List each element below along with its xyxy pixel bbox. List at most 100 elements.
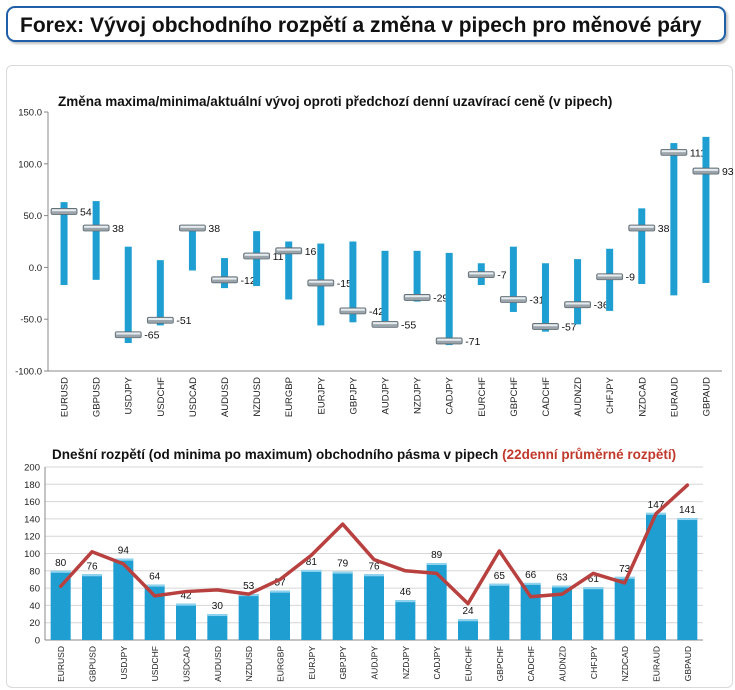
chart1-x-tick-label: GBPAUD bbox=[701, 377, 712, 417]
current-value-label: 93 bbox=[722, 166, 734, 178]
range-bar-top bbox=[395, 600, 416, 603]
chart2-x-tick-label: EURUSD bbox=[56, 646, 66, 682]
range-bar bbox=[270, 590, 290, 640]
chart1-x-tick-label: NZDUSD bbox=[252, 377, 263, 417]
range-bar bbox=[113, 558, 134, 640]
chart1-x-tick-label: GBPUSD bbox=[92, 377, 103, 417]
chart2-x-tick-label: NZDJPY bbox=[401, 646, 411, 679]
current-marker-highlight bbox=[469, 272, 494, 275]
chart2-x-tick-label: NZDUSD bbox=[244, 646, 254, 681]
chart2-title-highlight: (22denní průměrné rozpětí) bbox=[502, 447, 676, 462]
chart2-x-tick-label: EURJPY bbox=[307, 646, 317, 680]
current-value-label: 54 bbox=[80, 206, 92, 218]
range-bar-top bbox=[144, 584, 165, 587]
current-marker-highlight bbox=[661, 150, 686, 153]
current-value-label: -7 bbox=[497, 270, 506, 282]
range-bar-top bbox=[301, 569, 322, 572]
range-bar bbox=[381, 250, 389, 328]
chart2-x-tick-label: AUDUSD bbox=[213, 646, 223, 682]
range-bar bbox=[221, 258, 229, 289]
page-title: Forex: Vývoj obchodního rozpětí a změna … bbox=[20, 14, 702, 37]
current-marker-highlight bbox=[629, 225, 654, 228]
chart1-x-tick-label: CADCHF bbox=[541, 377, 552, 417]
bar-value-label: 64 bbox=[149, 572, 161, 583]
current-marker-highlight bbox=[340, 308, 365, 311]
current-value-label: 111 bbox=[690, 147, 706, 159]
bar-value-label: 42 bbox=[180, 591, 192, 602]
range-bar bbox=[176, 603, 196, 640]
range-bar bbox=[670, 143, 678, 296]
bar-value-label: 147 bbox=[648, 500, 665, 511]
bar-value-label: 53 bbox=[243, 581, 255, 592]
current-value-label: -9 bbox=[626, 272, 635, 284]
range-bar-top bbox=[113, 558, 134, 561]
current-marker-highlight bbox=[276, 248, 301, 251]
chart2-y-tick-label: 40 bbox=[29, 601, 40, 612]
chart2-x-tick-label: USDJPY bbox=[119, 646, 129, 680]
range-bar bbox=[583, 587, 604, 640]
current-marker-highlight bbox=[180, 225, 205, 228]
bar-value-label: 57 bbox=[274, 578, 286, 589]
chart2-y-tick-label: 200 bbox=[24, 463, 40, 474]
current-value-label: -71 bbox=[465, 336, 480, 348]
chart1-y-tick-label: -100.0 bbox=[15, 367, 42, 378]
current-value-label: -55 bbox=[401, 319, 416, 331]
range-bar bbox=[144, 584, 165, 640]
range-bar bbox=[82, 574, 102, 640]
range-bar bbox=[238, 594, 259, 640]
range-bar bbox=[445, 252, 453, 346]
bar-value-label: 80 bbox=[55, 558, 67, 569]
current-marker-highlight bbox=[308, 280, 333, 283]
range-bar-top bbox=[552, 585, 572, 588]
chart1-y-tick-label: 100.0 bbox=[18, 159, 42, 170]
current-marker-highlight bbox=[148, 318, 173, 321]
range-bar-top bbox=[364, 574, 384, 577]
range-bar bbox=[489, 583, 510, 640]
range-bar-top bbox=[520, 582, 541, 585]
current-value-label: -65 bbox=[144, 330, 159, 342]
chart2-x-tick-label: GBPCHF bbox=[495, 646, 505, 681]
chart2-x-tick-label: CHFJPY bbox=[589, 646, 599, 679]
chart1-x-tick-label: AUDUSD bbox=[220, 377, 231, 417]
range-bar-top bbox=[207, 614, 228, 617]
range-bar-top bbox=[270, 590, 290, 593]
chart2-title-main: Dnešní rozpětí (od minima po maximum) ob… bbox=[52, 447, 498, 462]
chart1-y-tick-label: 50.0 bbox=[24, 211, 43, 222]
chart1-x-tick-label: CADJPY bbox=[445, 376, 456, 414]
current-value-label: -36 bbox=[594, 300, 609, 312]
current-value-label: -31 bbox=[529, 295, 544, 307]
chart1-y-tick-label: -50.0 bbox=[20, 315, 42, 326]
bar-value-label: 61 bbox=[588, 574, 600, 585]
bar-value-label: 94 bbox=[118, 546, 130, 557]
chart1-y-tick-label: 0.0 bbox=[29, 263, 42, 274]
chart2-x-tick-label: CADJPY bbox=[432, 646, 442, 680]
chart2-y-tick-label: 80 bbox=[29, 566, 40, 577]
chart2-x-tick-label: USDCHF bbox=[150, 646, 160, 681]
range-bar-top bbox=[82, 574, 102, 577]
range-bar bbox=[702, 136, 710, 283]
chart1-x-tick-label: GBPJPY bbox=[348, 376, 359, 414]
range-bar bbox=[60, 202, 68, 286]
range-bar bbox=[646, 512, 666, 640]
chart2-x-tick-label: EURGBP bbox=[276, 646, 286, 682]
range-bar bbox=[285, 241, 293, 300]
chart1-x-tick-label: AUDNZD bbox=[573, 377, 584, 417]
bar-value-label: 73 bbox=[619, 564, 631, 575]
chart1-x-tick-label: EURGBP bbox=[284, 377, 295, 417]
chart2-x-tick-label: GBPJPY bbox=[338, 646, 348, 680]
current-marker-highlight bbox=[212, 277, 237, 280]
range-bar bbox=[156, 260, 164, 326]
chart1-x-tick-label: AUDJPY bbox=[381, 376, 392, 414]
range-bar bbox=[332, 571, 353, 640]
average-range-line bbox=[58, 483, 690, 606]
chart2-y-tick-label: 60 bbox=[29, 584, 40, 595]
range-bar bbox=[413, 250, 421, 302]
chart1-y-tick-label: 150.0 bbox=[18, 108, 42, 119]
chart2-x-tick-label: EURCHF bbox=[464, 646, 474, 681]
range-bar bbox=[50, 570, 71, 640]
range-bar-top bbox=[677, 518, 698, 521]
bar-value-label: 24 bbox=[462, 606, 474, 617]
bar-value-label: 66 bbox=[525, 570, 537, 581]
chart2-x-tick-label: CADCHF bbox=[526, 646, 536, 681]
bar-value-label: 63 bbox=[556, 573, 568, 584]
